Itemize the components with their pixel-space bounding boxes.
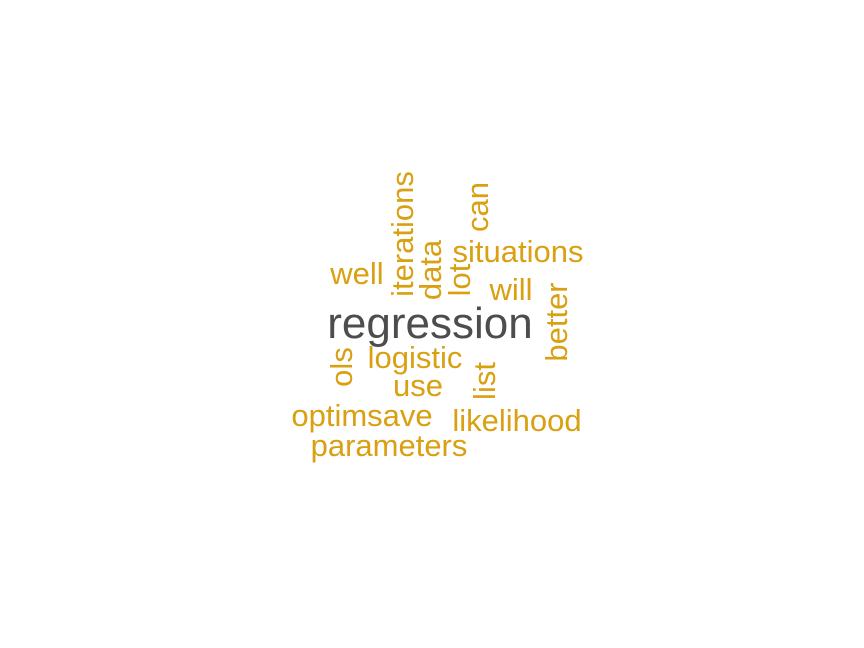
word-data: data (413, 239, 448, 300)
word-logistic: logistic (368, 340, 463, 375)
word-ols: ols (324, 347, 359, 387)
word-parameters: parameters (311, 428, 468, 463)
word-optimsave: optimsave (291, 398, 432, 433)
word-regression: regression (327, 299, 532, 348)
word-well: well (329, 256, 383, 291)
word-iterations: iterations (385, 171, 420, 297)
word-can: can (460, 182, 495, 232)
word-likelihood: likelihood (452, 403, 581, 438)
word-list: list (467, 362, 502, 400)
word-use: use (393, 368, 443, 403)
word-lot: lot (442, 263, 477, 296)
word-situations: situations (453, 234, 584, 269)
word-will: will (488, 272, 532, 307)
word-better: better (539, 282, 574, 361)
